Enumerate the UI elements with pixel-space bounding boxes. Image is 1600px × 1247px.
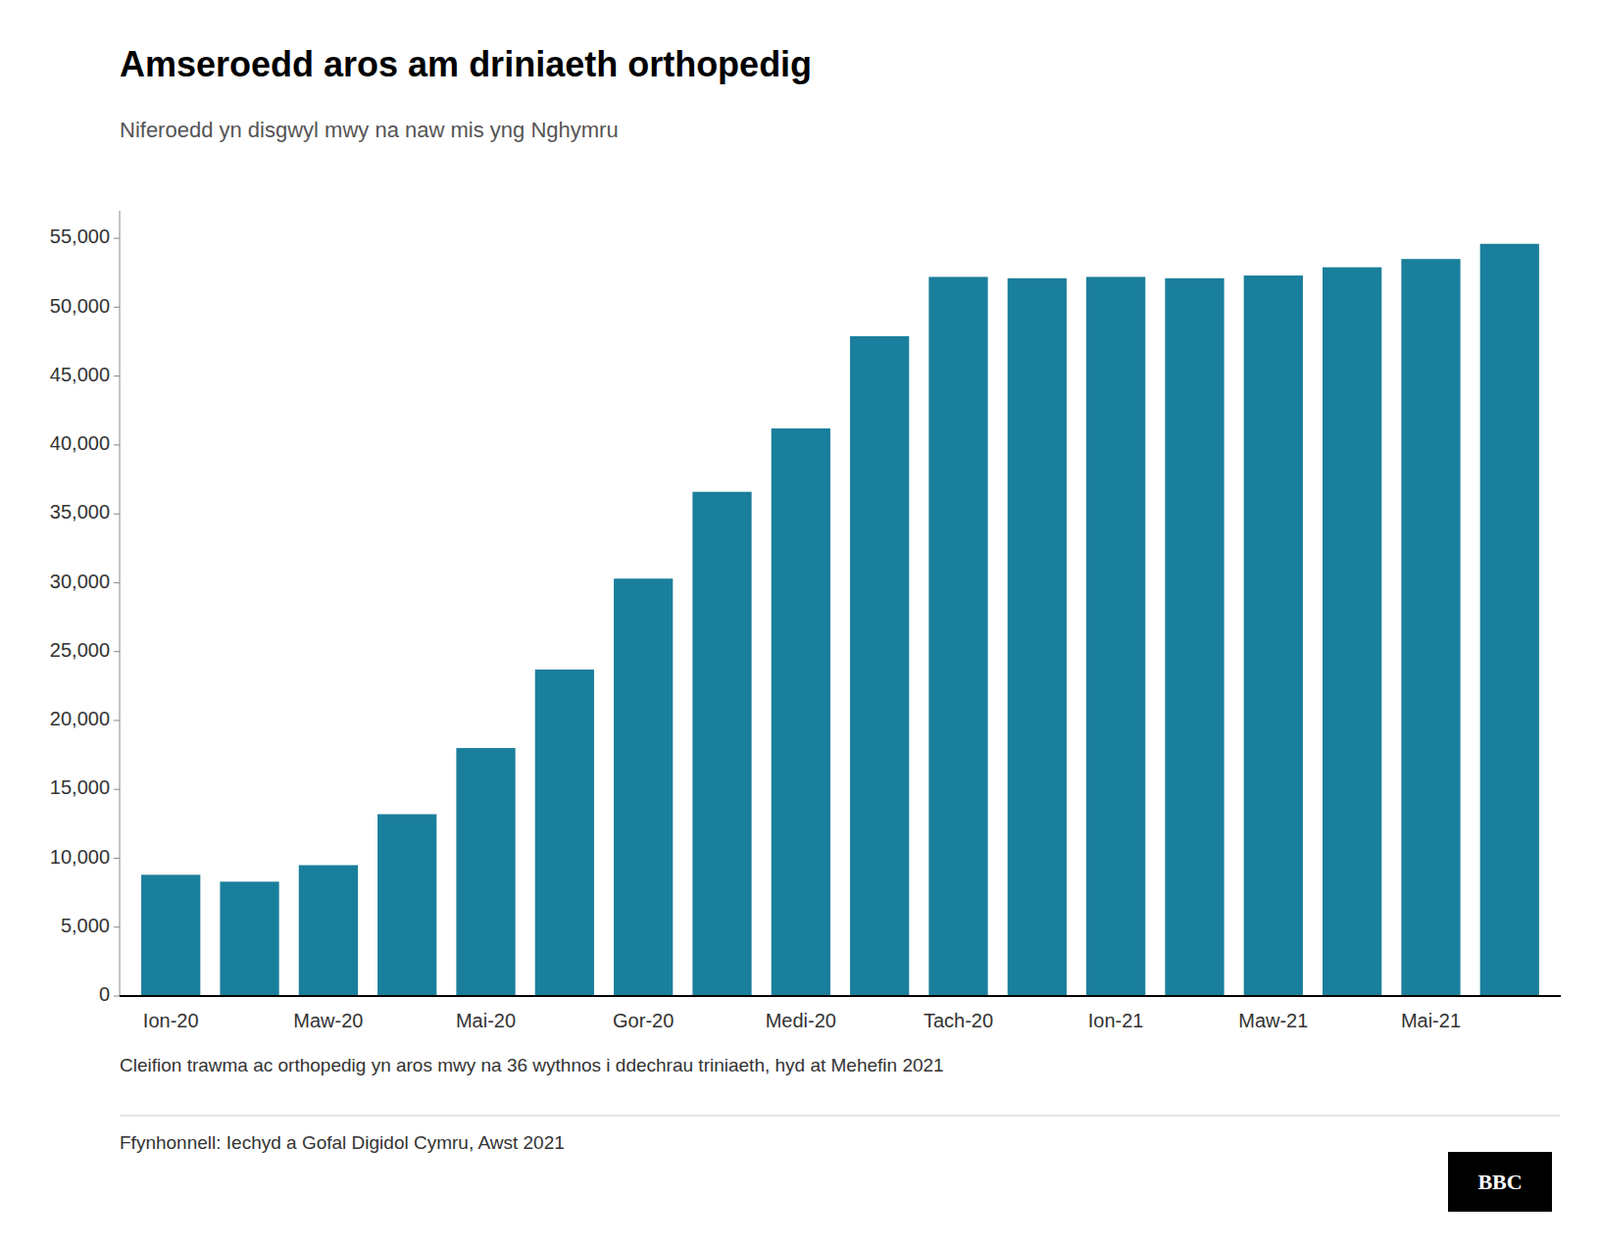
subtitle: Niferoedd yn disgwyl mwy na naw mis yng … [119, 117, 619, 143]
bar [1086, 276, 1146, 997]
bar [1400, 258, 1460, 997]
chart: Amseroedd aros am driniaeth orthopedig Ni… [0, 0, 1600, 1247]
bar [219, 881, 279, 997]
bar [1322, 267, 1382, 997]
bar [692, 492, 751, 997]
bars [141, 244, 1540, 997]
x-tick-label: Tach-20 [923, 1009, 994, 1032]
logo: BBC [1477, 1169, 1522, 1195]
x-axis-line [119, 995, 1561, 998]
logo-box [1448, 1151, 1552, 1212]
y-tick [113, 375, 120, 377]
y-tick [113, 444, 120, 446]
x-tick-label: Ion-20 [143, 1009, 200, 1032]
caption: Cleifion trawma ac orthopedig yn aros mw… [119, 1054, 945, 1076]
bar [771, 428, 831, 997]
bar [299, 865, 358, 998]
bar [1007, 278, 1067, 997]
y-tick-label: 50,000 [50, 295, 110, 317]
separator [119, 1115, 1560, 1117]
y-tick [113, 306, 120, 308]
x-tick-label: Gor-20 [612, 1009, 674, 1032]
y-tick [113, 926, 120, 928]
y-tick-label: 25,000 [50, 639, 110, 661]
bar [1164, 278, 1224, 997]
y-tick-label: 5,000 [60, 914, 110, 937]
y-tick [113, 996, 120, 998]
bar [455, 748, 515, 997]
bar [535, 669, 595, 997]
y-tick-label: 20,000 [50, 707, 110, 730]
y-axis-line [119, 210, 121, 997]
y-tick-label: 45,000 [50, 363, 110, 386]
x-tick-label: Maw-20 [293, 1009, 363, 1032]
y-tick-label: 55,000 [50, 225, 110, 248]
y-tick-label: 35,000 [50, 500, 110, 523]
y-tick-label: 30,000 [50, 570, 110, 593]
y-tick [113, 582, 120, 584]
y-tick [113, 650, 120, 652]
source: Ffynhonnell: Iechyd a Gofal Digidol Cymr… [119, 1132, 565, 1153]
bar [850, 336, 909, 997]
y-tick [113, 719, 120, 721]
bar [613, 578, 673, 997]
bar [928, 276, 988, 997]
y-tick [113, 789, 120, 791]
x-tick-label: Maw-21 [1238, 1009, 1308, 1032]
y-tick-label: 0 [99, 983, 110, 1005]
y-tick [113, 238, 120, 240]
bar [1480, 244, 1540, 997]
bar [377, 814, 437, 997]
y-tick [113, 513, 120, 515]
title: Amseroedd aros am driniaeth orthopedig [119, 44, 812, 85]
bar [141, 874, 200, 997]
x-tick-label: Ion-21 [1088, 1009, 1145, 1032]
y-axis: 0 5,000 10,000 15,000 20,000 25,000 30,000 35,0… [50, 210, 120, 1005]
bar [1244, 275, 1303, 997]
y-tick-label: 40,000 [50, 432, 110, 454]
y-tick-label: 10,000 [50, 846, 110, 868]
chart-container: Amseroedd aros am driniaeth orthopedig Ni… [0, 0, 1600, 1247]
x-tick-label: Mai-20 [455, 1009, 516, 1032]
x-axis: Ion-20 Maw-20 Mai-20 Gor-20 Medi-20 Tach-20 Io… [143, 1009, 1461, 1032]
x-tick-label: Mai-21 [1400, 1009, 1461, 1032]
y-tick [113, 857, 120, 859]
x-tick-label: Medi-20 [765, 1009, 837, 1032]
y-tick-label: 15,000 [50, 776, 110, 799]
